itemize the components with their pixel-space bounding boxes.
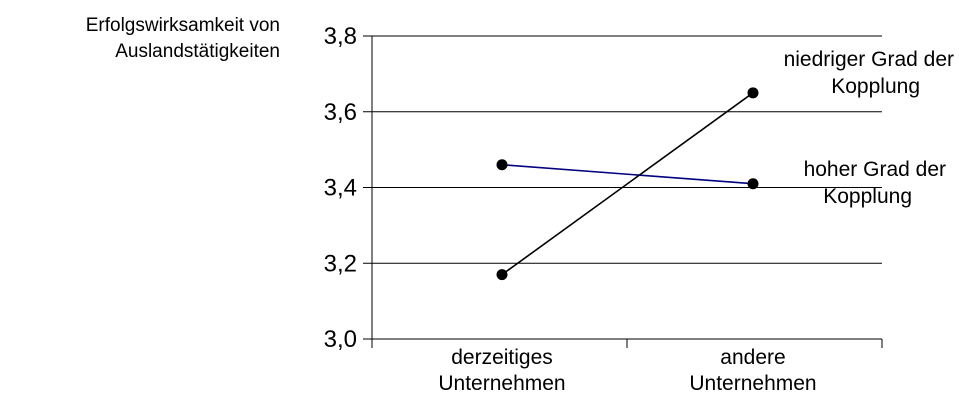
y-tick-label: 3,2 [324, 250, 357, 277]
x-category-label: derzeitiges [451, 346, 553, 369]
series-line [501, 92, 754, 276]
x-category-labels: derzeitiges Unternehmen andere Unternehmen [438, 346, 816, 395]
data-point [496, 159, 508, 171]
series-group [496, 87, 759, 281]
x-category-label: Unternehmen [438, 372, 565, 395]
data-point [747, 178, 759, 190]
y-axis-label-line: Auslandstätigkeiten [115, 41, 280, 62]
series-label: Kopplung [823, 185, 912, 208]
y-tick-label: 3,4 [324, 175, 357, 202]
x-category-label: Unternehmen [689, 372, 816, 395]
series-label: Kopplung [831, 75, 920, 98]
data-point [747, 87, 759, 99]
x-category-label: andere [720, 346, 785, 369]
series-label: niedriger Grad der [784, 48, 954, 71]
y-tick-label: 3,6 [324, 99, 357, 126]
axes [363, 35, 883, 348]
data-point [496, 269, 508, 281]
series-line [501, 163, 754, 185]
y-axis-label-line: Erfolgswirksamkeit von [86, 15, 280, 36]
series-label: hoher Grad der [804, 158, 946, 181]
y-tick-label: 3,8 [324, 23, 357, 50]
y-axis-label: Erfolgswirksamkeit von Auslandstätigkeite… [86, 15, 280, 62]
series-labels: hoher Grad der Kopplung niedriger Grad der… [784, 48, 954, 208]
y-tick-label: 3,0 [324, 326, 357, 353]
y-tick-labels: 3,0 3,2 3,4 3,6 3,8 [324, 23, 357, 353]
gridlines [372, 35, 882, 264]
